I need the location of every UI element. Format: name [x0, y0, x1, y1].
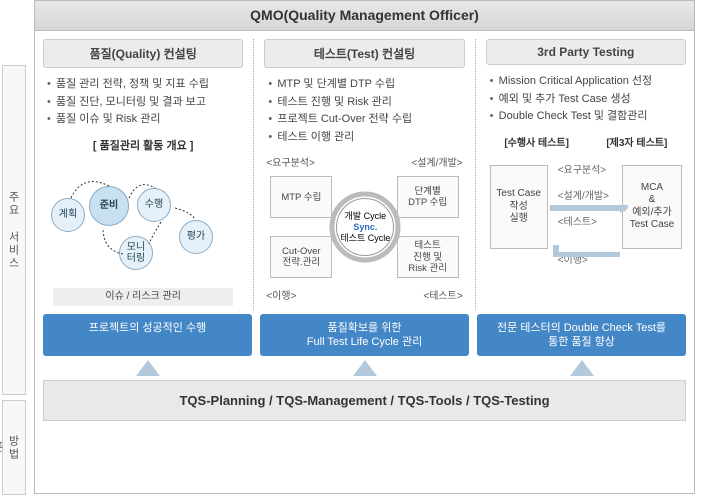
- col-title-3rd: 3rd Party Testing: [486, 39, 686, 65]
- left-box: Test Case작성실행: [490, 165, 548, 249]
- banner-quality: 프로젝트의 성공적인 수행: [43, 314, 252, 357]
- flow-arrow-icon: [548, 205, 628, 257]
- pair-head-right: [제3자 테스트]: [606, 134, 667, 149]
- cycle-arrows-icon: [328, 190, 402, 264]
- banner-3rd: 전문 테스터의 Double Check Test를통한 품질 향상: [477, 314, 686, 357]
- right-box: MCA&예외/추가Test Case: [622, 165, 682, 249]
- bullet: 프로젝트 Cut-Over 전략 수립: [268, 111, 460, 129]
- up-arrow-icon: [136, 360, 160, 376]
- col-quality: 품질(Quality) 컨설팅 품질 관리 전략, 정책 및 지표 수립 품질 …: [43, 39, 243, 310]
- quad-bl: Cut-Over전략.관리: [270, 236, 332, 278]
- bullets-quality: 품질 관리 전략, 정책 및 지표 수립 품질 진단, 모니터링 및 결과 보고…: [43, 74, 243, 135]
- pair-headers: [수행사 테스트] [제3자 테스트]: [486, 134, 686, 149]
- arrow-cell: [260, 360, 469, 376]
- col-title-test: 테스트(Test) 컨설팅: [264, 39, 464, 68]
- arrow-cell: [477, 360, 686, 376]
- arc-lines: [43, 158, 243, 306]
- corner-tr: <설계/개발>: [411, 154, 462, 169]
- bullet: MTP 및 단계별 DTP 수립: [268, 76, 460, 94]
- corner-bl: <이행>: [266, 287, 296, 302]
- quad-tl: MTP 수립: [270, 176, 332, 218]
- main-area: QMO(Quality Management Officer) 품질(Quali…: [34, 0, 695, 494]
- pair-head-left: [수행사 테스트]: [504, 134, 569, 149]
- test-diagram: <요구분석> <설계/개발> <이행> <테스트> MTP 수립 단계별DTP …: [264, 154, 464, 302]
- sidebar-method-label: 방법론: [2, 400, 26, 495]
- quad-tr: 단계별DTP 수립: [397, 176, 459, 218]
- bullet: 품질 이슈 및 Risk 관리: [47, 111, 239, 129]
- arrow-cell: [43, 360, 252, 376]
- quad-br: 테스트진행 및Risk 관리: [397, 236, 459, 278]
- issue-risk-bar: 이슈 / 리스크 관리: [53, 288, 233, 306]
- bullet: 품질 관리 전략, 정책 및 지표 수립: [47, 76, 239, 94]
- bullets-test: MTP 및 단계별 DTP 수립 테스트 진행 및 Risk 관리 프로젝트 C…: [264, 74, 464, 152]
- bullets-3rd: Mission Critical Application 선정 예외 및 추가 …: [486, 71, 686, 132]
- divider: [253, 39, 254, 310]
- col-title-quality: 품질(Quality) 컨설팅: [43, 39, 243, 68]
- bullet: 테스트 진행 및 Risk 관리: [268, 94, 460, 112]
- columns-row: 품질(Quality) 컨설팅 품질 관리 전략, 정책 및 지표 수립 품질 …: [35, 31, 694, 310]
- thirdparty-diagram: Test Case작성실행 MCA&예외/추가Test Case <요구분석> …: [486, 151, 686, 283]
- corner-br: <테스트>: [423, 287, 462, 302]
- mid-label-0: <요구분석>: [558, 161, 606, 176]
- bullet: 테스트 이행 관리: [268, 129, 460, 147]
- quality-diagram: 계획 준비 수행 모니터링 평가 이슈 / 리스크 관리: [43, 158, 243, 306]
- quality-diagram-heading: [ 품질관리 활동 개요 ]: [43, 137, 243, 153]
- arrows-row: [35, 356, 694, 376]
- col-test: 테스트(Test) 컨설팅 MTP 및 단계별 DTP 수립 테스트 진행 및 …: [264, 39, 464, 310]
- sidebar-services-label: 주요 서비스: [2, 65, 26, 395]
- up-arrow-icon: [353, 360, 377, 376]
- canvas: 주요 서비스 방법론 QMO(Quality Management Office…: [0, 0, 701, 500]
- bullet: 품질 진단, 모니터링 및 결과 보고: [47, 94, 239, 112]
- bullet: Double Check Test 및 결함관리: [490, 108, 682, 126]
- mid-label-1: <설계/개발>: [558, 187, 609, 202]
- banner-test: 품질확보를 위한Full Test Life Cycle 관리: [260, 314, 469, 357]
- col-3rdparty: 3rd Party Testing Mission Critical Appli…: [486, 39, 686, 310]
- up-arrow-icon: [570, 360, 594, 376]
- divider: [475, 39, 476, 310]
- bullet: 예외 및 추가 Test Case 생성: [490, 91, 682, 109]
- banner-row: 프로젝트의 성공적인 수행 품질확보를 위한Full Test Life Cyc…: [35, 310, 694, 357]
- header-title: QMO(Quality Management Officer): [35, 1, 694, 31]
- bullet: Mission Critical Application 선정: [490, 73, 682, 91]
- tqs-bar: TQS-Planning / TQS-Management / TQS-Tool…: [43, 380, 686, 421]
- corner-tl: <요구분석>: [266, 154, 314, 169]
